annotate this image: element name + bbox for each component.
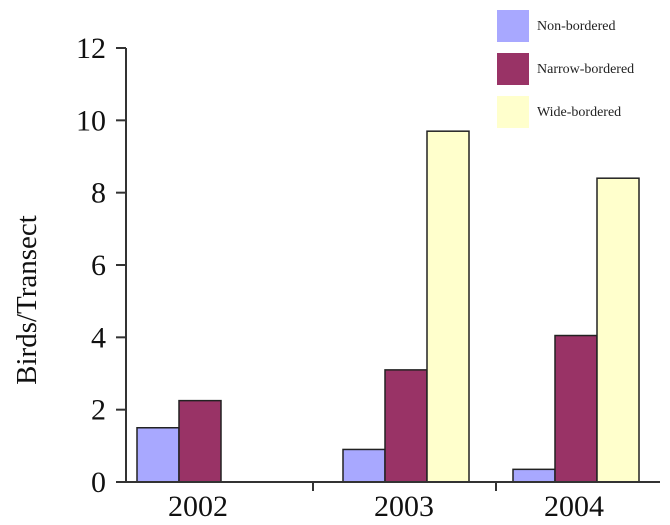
bar-narrow-bordered-2004 [554, 334, 598, 483]
y-ticks-group: 0 2 4 6 8 10 12 [76, 32, 126, 499]
bar-narrow-bordered-2003 [384, 369, 428, 483]
bar-non-bordered-2003 [342, 448, 386, 483]
bar-non-bordered-2004 [512, 468, 556, 483]
legend-label-non-bordered: Non-bordered [537, 19, 616, 34]
x-tick-label-2003: 2003 [374, 490, 434, 523]
x-ticks-group: 2002 2003 2004 [168, 482, 604, 523]
legend-label-wide-bordered: Wide-bordered [537, 105, 621, 120]
bars-group [136, 130, 640, 483]
y-tick-label: 0 [91, 466, 106, 499]
y-axis-title: Birds/Transect [11, 215, 43, 385]
y-tick-label: 6 [91, 249, 106, 282]
y-tick-label: 8 [91, 177, 106, 210]
bar-non-bordered-2002 [136, 427, 180, 483]
legend-swatch-wide-bordered [497, 96, 529, 128]
bar-narrow-bordered-2002 [178, 399, 222, 483]
bar-wide-bordered-2004 [596, 177, 640, 483]
y-tick-label: 2 [91, 394, 106, 427]
y-tick-label: 12 [76, 32, 106, 65]
y-tick-label: 4 [91, 321, 106, 354]
legend-swatch-narrow-bordered [497, 53, 529, 85]
legend: Non-bordered Narrow-bordered Wide-bordered [497, 10, 634, 128]
bar-wide-bordered-2003 [426, 130, 470, 483]
y-tick-label: 10 [76, 104, 106, 137]
legend-label-narrow-bordered: Narrow-bordered [537, 62, 634, 77]
legend-swatch-non-bordered [497, 10, 529, 42]
x-tick-label-2004: 2004 [544, 490, 604, 523]
x-tick-label-2002: 2002 [168, 490, 228, 523]
